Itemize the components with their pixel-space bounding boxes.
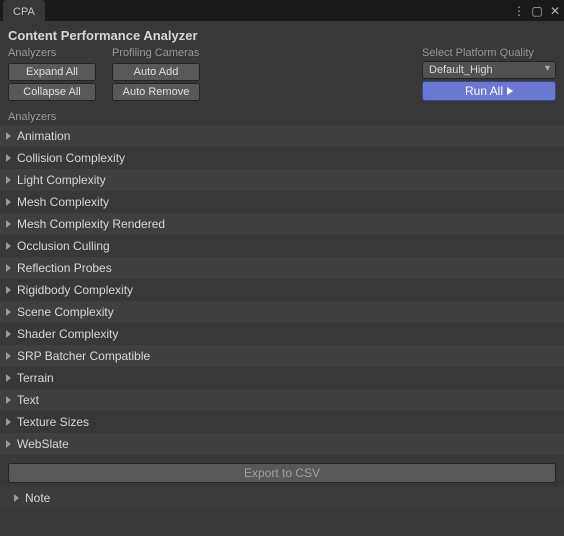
auto-add-button[interactable]: Auto Add [112, 63, 200, 81]
analyzer-row-label: Shader Complexity [17, 327, 118, 341]
analyzers-section-label: Analyzers [0, 105, 564, 125]
analyzer-row-label: Mesh Complexity [17, 195, 109, 209]
quality-dropdown[interactable]: Default_High [422, 61, 556, 79]
analyzer-row[interactable]: Rigidbody Complexity [0, 279, 564, 301]
quality-selected: Default_High [429, 64, 493, 76]
chevron-right-icon [6, 154, 11, 162]
analyzer-row[interactable]: Collision Complexity [0, 147, 564, 169]
analyzer-row[interactable]: SRP Batcher Compatible [0, 345, 564, 367]
cameras-col-label: Profiling Cameras [112, 47, 200, 59]
analyzers-col-label: Analyzers [8, 47, 96, 59]
analyzer-row-label: Texture Sizes [17, 415, 89, 429]
analyzer-row[interactable]: WebSlate [0, 433, 564, 455]
toolbar-col-cameras: Profiling Cameras Auto Add Auto Remove [112, 47, 200, 101]
analyzer-row[interactable]: Reflection Probes [0, 257, 564, 279]
chevron-right-icon [6, 220, 11, 228]
run-all-button[interactable]: Run All [422, 81, 556, 101]
expand-all-button[interactable]: Expand All [8, 63, 96, 81]
close-icon[interactable]: ✕ [548, 4, 562, 18]
tab-label: CPA [13, 6, 35, 18]
analyzer-row-label: Occlusion Culling [17, 239, 110, 253]
chevron-right-icon [14, 494, 19, 502]
chevron-right-icon [6, 396, 11, 404]
chevron-right-icon [6, 176, 11, 184]
analyzer-row[interactable]: Shader Complexity [0, 323, 564, 345]
analyzer-row-label: Animation [17, 129, 70, 143]
analyzer-list: Animation Collision Complexity Light Compl… [0, 125, 564, 455]
analyzer-row[interactable]: Scene Complexity [0, 301, 564, 323]
analyzer-row[interactable]: Mesh Complexity [0, 191, 564, 213]
toolbar-col-analyzers: Analyzers Expand All Collapse All [8, 47, 96, 101]
analyzer-row[interactable]: Occlusion Culling [0, 235, 564, 257]
toolbar: Analyzers Expand All Collapse All Profil… [0, 47, 564, 105]
tab-cpa[interactable]: CPA [3, 0, 45, 21]
chevron-right-icon [6, 374, 11, 382]
analyzer-row[interactable]: Terrain [0, 367, 564, 389]
note-row[interactable]: Note [0, 487, 564, 509]
run-all-label: Run All [465, 84, 503, 98]
export-wrap: Export to CSV [0, 455, 564, 487]
window-controls: ⋮ ▢ ✕ [512, 0, 562, 21]
analyzer-row[interactable]: Text [0, 389, 564, 411]
analyzer-row-label: WebSlate [17, 437, 69, 451]
analyzer-row[interactable]: Mesh Complexity Rendered [0, 213, 564, 235]
analyzer-row[interactable]: Light Complexity [0, 169, 564, 191]
analyzer-row-label: Mesh Complexity Rendered [17, 217, 165, 231]
chevron-right-icon [6, 264, 11, 272]
analyzer-row-label: Rigidbody Complexity [17, 283, 133, 297]
analyzer-row-label: Light Complexity [17, 173, 106, 187]
analyzer-row-label: Collision Complexity [17, 151, 125, 165]
chevron-right-icon [6, 132, 11, 140]
collapse-all-button[interactable]: Collapse All [8, 83, 96, 101]
auto-remove-button[interactable]: Auto Remove [112, 83, 200, 101]
play-icon [507, 87, 513, 95]
analyzer-row[interactable]: Animation [0, 125, 564, 147]
quality-label: Select Platform Quality [422, 47, 556, 59]
maximize-icon[interactable]: ▢ [530, 4, 544, 18]
window: CPA ⋮ ▢ ✕ Content Performance Analyzer A… [0, 0, 564, 536]
toolbar-col-quality: Select Platform Quality Default_High Run… [422, 47, 556, 101]
analyzer-row-label: Terrain [17, 371, 54, 385]
menu-icon[interactable]: ⋮ [512, 4, 526, 18]
chevron-right-icon [6, 286, 11, 294]
tab-bar: CPA ⋮ ▢ ✕ [0, 0, 564, 21]
chevron-right-icon [6, 352, 11, 360]
analyzer-row-label: Reflection Probes [17, 261, 112, 275]
chevron-right-icon [6, 330, 11, 338]
chevron-right-icon [6, 242, 11, 250]
chevron-right-icon [6, 418, 11, 426]
analyzer-row-label: Scene Complexity [17, 305, 114, 319]
chevron-right-icon [6, 440, 11, 448]
analyzer-row[interactable]: Texture Sizes [0, 411, 564, 433]
analyzer-row-label: Text [17, 393, 39, 407]
chevron-right-icon [6, 308, 11, 316]
analyzer-row-label: SRP Batcher Compatible [17, 349, 150, 363]
chevron-right-icon [6, 198, 11, 206]
page-title: Content Performance Analyzer [0, 21, 564, 47]
note-label: Note [25, 491, 50, 505]
export-csv-button[interactable]: Export to CSV [8, 463, 556, 483]
